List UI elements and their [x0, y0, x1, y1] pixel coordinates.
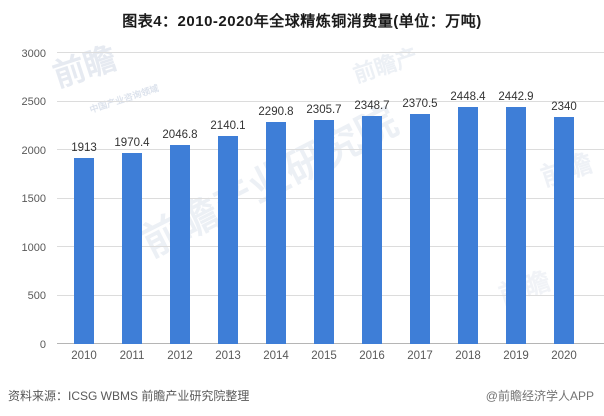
y-tick-label: 1500 — [21, 193, 46, 205]
source-note: 资料来源：ICSG WBMS 前瞻产业研究院整理 — [8, 389, 250, 403]
bar-2020 — [554, 117, 574, 344]
bar-2015 — [314, 120, 334, 344]
x-tick-label-2013: 2013 — [215, 350, 241, 362]
bar-value-label: 2340 — [551, 101, 577, 114]
bar-2011 — [122, 152, 142, 344]
plot-area: 1913 1970.4 2046.8 2140.1 2290.8 2305.7 2348.7… — [57, 52, 604, 344]
bar-2019 — [506, 107, 526, 344]
bar-2014 — [266, 121, 286, 344]
x-tick-label-2012: 2012 — [167, 350, 193, 362]
bar-value-label: 1913 — [71, 142, 97, 155]
bar-2017 — [410, 114, 430, 344]
bar-2016 — [362, 116, 382, 344]
y-tick-label: 500 — [27, 290, 46, 302]
gridline-3000 — [57, 52, 604, 53]
x-tick-label-2010: 2010 — [71, 350, 97, 362]
bar-2013 — [218, 136, 238, 344]
bar-value-label: 1970.4 — [114, 136, 150, 149]
bar-2012 — [170, 145, 190, 344]
y-tick-label: 3000 — [21, 47, 46, 60]
bar-2010 — [74, 158, 94, 344]
x-tick-label-2019: 2019 — [503, 350, 529, 362]
bar-2018 — [458, 106, 478, 344]
bar-value-label: 2442.9 — [498, 91, 534, 104]
bar-value-label: 2290.8 — [258, 105, 294, 118]
y-tick-label: 2500 — [21, 96, 46, 108]
x-tick-label-2011: 2011 — [119, 350, 145, 362]
y-tick-label: 0 — [39, 338, 46, 351]
x-tick-label-2014: 2014 — [263, 350, 289, 362]
y-tick-label: 2000 — [21, 144, 46, 157]
gridline-2500 — [57, 100, 604, 102]
bar-value-label: 2305.7 — [306, 104, 342, 117]
y-tick-label: 1000 — [21, 241, 46, 254]
bar-value-label: 2140.1 — [210, 120, 246, 133]
y-axis: 0 500 1000 1500 2000 2500 3000 — [0, 48, 52, 351]
x-tick-label-2015: 2015 — [311, 350, 337, 362]
x-tick-label-2016: 2016 — [359, 350, 385, 362]
bar-value-label: 2348.7 — [354, 100, 390, 113]
bar-value-label: 2046.8 — [162, 129, 198, 142]
bar-value-label: 2370.5 — [402, 98, 438, 111]
x-tick-label-2018: 2018 — [455, 350, 481, 362]
x-tick-label-2017: 2017 — [407, 350, 433, 362]
x-tick-label-2020: 2020 — [551, 350, 577, 362]
brand-note: @前瞻经济学人APP — [485, 389, 594, 403]
bars-layer: 1913 1970.4 2046.8 2140.1 2290.8 2305.7 2348.7… — [60, 53, 588, 344]
bar-value-label: 2448.4 — [450, 90, 486, 103]
chart-title: 图表4：2010-2020年全球精炼铜消费量(单位：万吨) — [122, 13, 482, 30]
